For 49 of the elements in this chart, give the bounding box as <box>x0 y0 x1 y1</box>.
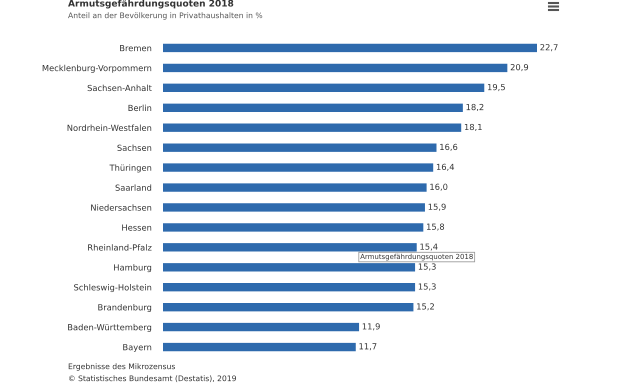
bar <box>163 342 356 352</box>
data-label: 18,1 <box>464 124 482 131</box>
y-tick-label: Hessen <box>122 224 152 231</box>
data-label: 18,2 <box>466 104 484 112</box>
y-tick-label: Nordrhein-Westfalen <box>68 124 152 132</box>
bar <box>163 143 436 152</box>
bar <box>163 104 463 112</box>
bar <box>163 243 417 252</box>
y-tick-label: Thüringen <box>109 164 152 172</box>
y-tick-label: Niedersachsen <box>91 204 152 211</box>
data-label: 11,9 <box>362 323 380 330</box>
data-label: 15,3 <box>418 263 436 271</box>
data-label: 19,5 <box>488 84 505 92</box>
chart-title: Armutsgefährdungsquoten 2018 <box>68 0 234 8</box>
data-label: 11,7 <box>359 343 376 350</box>
y-tick-label: Brandenburg <box>98 304 152 312</box>
bar <box>163 84 484 92</box>
bar <box>163 263 416 272</box>
bar <box>163 183 427 192</box>
y-tick-label: Saarland <box>116 184 152 191</box>
data-label: 16,4 <box>436 164 454 171</box>
bar <box>163 302 414 312</box>
bar <box>163 322 360 332</box>
bar <box>163 283 416 292</box>
bar <box>163 44 537 52</box>
y-tick-label: Bremen <box>120 45 152 52</box>
bar <box>163 163 434 172</box>
data-label: 15,2 <box>417 303 434 310</box>
y-tick-label: Mecklenburg-Vorpommern <box>42 64 152 73</box>
y-tick-label: Bayern <box>123 344 152 352</box>
data-label: 20,9 <box>510 64 528 72</box>
data-label: 22,7 <box>540 44 558 52</box>
bar <box>163 223 424 232</box>
data-label: 15,3 <box>418 283 436 290</box>
y-tick-label: Schleswig-Holstein <box>74 284 152 292</box>
data-label: 15,4 <box>420 244 438 251</box>
y-tick-label: Sachsen <box>117 144 152 151</box>
bar <box>163 203 425 212</box>
y-tick-label: Baden-Württemberg <box>68 324 152 332</box>
y-tick-label: Rheinland-Pfalz <box>88 244 152 251</box>
y-tick-label: Berlin <box>128 104 152 112</box>
bar <box>163 124 462 132</box>
data-label: 15,9 <box>428 204 446 211</box>
data-label: 16,6 <box>440 144 458 151</box>
data-label: 16,0 <box>430 184 448 191</box>
y-tick-label: Hamburg <box>114 264 152 272</box>
bar <box>163 64 508 72</box>
y-tick-label: Sachsen-Anhalt <box>88 84 152 92</box>
data-label: 15,8 <box>427 224 444 231</box>
